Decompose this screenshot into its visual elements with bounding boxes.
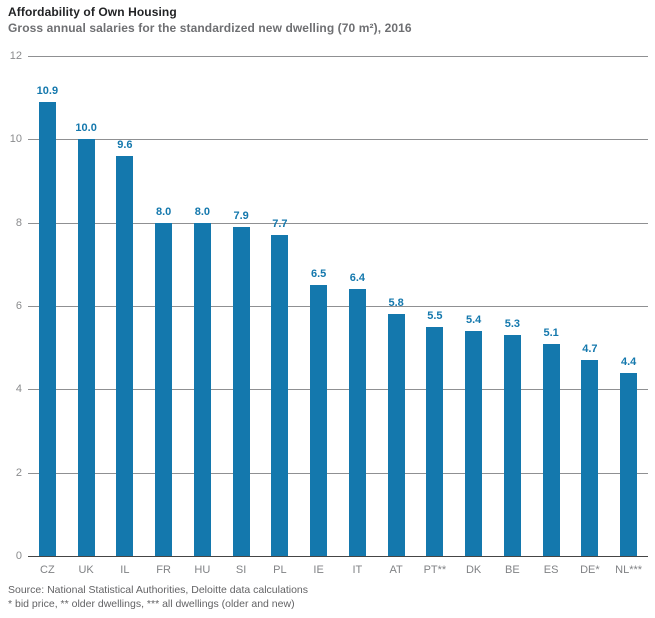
bar-DK — [465, 331, 483, 556]
bar-value-label: 4.4 — [620, 355, 637, 368]
x-axis-tick-label: IL — [120, 564, 130, 576]
bar-PT** — [426, 326, 444, 556]
x-axis-tick-label: BE — [505, 564, 520, 576]
y-axis-tick-label: 10 — [9, 133, 22, 146]
bar-NL*** — [620, 372, 638, 556]
bar-value-label: 8.0 — [155, 205, 172, 218]
bar-CZ — [38, 101, 56, 556]
bar-BE — [503, 335, 521, 556]
bar-value-label: 9.6 — [117, 139, 133, 151]
bar-value-label: 10.0 — [75, 122, 97, 135]
bar-value-label: 6.5 — [310, 268, 327, 281]
y-axis-tick-label: 12 — [9, 50, 22, 62]
bar-value-label: 8.0 — [194, 205, 211, 218]
x-axis-tick-label: PT** — [423, 564, 447, 576]
gridline-y-10 — [28, 139, 648, 141]
x-axis-tick-label: NL*** — [615, 564, 643, 576]
bar-value-label: 5.1 — [543, 326, 559, 339]
bar-value-label: 4.7 — [582, 343, 598, 356]
y-axis-tick-label: 8 — [15, 216, 22, 229]
y-axis-tick-label: 0 — [15, 550, 22, 562]
footnote: * bid price, ** older dwellings, *** all… — [8, 598, 295, 610]
y-axis-tick-label: 4 — [15, 383, 22, 396]
bar-DE* — [581, 360, 599, 556]
x-axis-tick-label: DK — [465, 564, 482, 576]
bar-UK — [77, 139, 95, 556]
y-axis-tick-label: 2 — [15, 466, 22, 479]
bar-value-label: 6.4 — [349, 272, 366, 285]
x-axis-tick-label: DE* — [580, 564, 600, 576]
bar-value-label: 7.7 — [272, 218, 288, 231]
chart-subtitle: Gross annual salaries for the standardiz… — [8, 21, 412, 35]
x-axis-tick-label: FR — [156, 564, 171, 576]
gridline-y-8 — [28, 222, 648, 224]
source-note: Source: National Statistical Authorities… — [8, 584, 308, 596]
x-axis-tick-label: IE — [313, 564, 324, 576]
x-axis-tick-label: ES — [543, 564, 559, 576]
x-axis-tick-label: CZ — [40, 564, 55, 576]
bar-AT — [387, 314, 405, 556]
x-axis-tick-label: AT — [389, 564, 403, 576]
x-axis-tick-label: HU — [194, 564, 211, 576]
bar-IT — [348, 289, 366, 556]
x-axis-tick-label: SI — [235, 564, 247, 576]
bar-value-label: 5.4 — [465, 314, 482, 326]
gridline-y-12 — [28, 56, 648, 57]
bar-IL — [116, 156, 134, 556]
y-axis-tick-label: 6 — [15, 300, 22, 312]
bar-value-label: 5.3 — [504, 318, 521, 331]
bar-PL — [271, 235, 289, 556]
gridline-y-2 — [28, 472, 648, 474]
x-axis-tick-label: UK — [78, 564, 94, 576]
gridline-y-0 — [28, 556, 648, 557]
chart-title: Affordability of Own Housing — [8, 5, 177, 19]
bar-SI — [232, 226, 250, 556]
gridline-y-4 — [28, 389, 648, 391]
bar-ES — [542, 343, 560, 556]
bar-value-label: 5.8 — [388, 297, 404, 310]
bar-value-label: 7.9 — [233, 209, 249, 222]
bar-value-label: 10.9 — [36, 84, 59, 97]
bar-FR — [155, 222, 173, 556]
bar-IE — [310, 285, 328, 556]
x-axis-tick-label: IT — [352, 564, 363, 576]
bar-value-label: 5.5 — [427, 309, 443, 322]
x-axis-tick-label: PL — [273, 564, 287, 576]
bar-HU — [193, 222, 211, 556]
plot-area: 10.9 10.0 9.6 8.0 8.0 7.9 7.7 6.5 6.4 5.8 5.5 5.4 5.… — [28, 56, 648, 557]
gridline-y-6 — [28, 306, 648, 307]
